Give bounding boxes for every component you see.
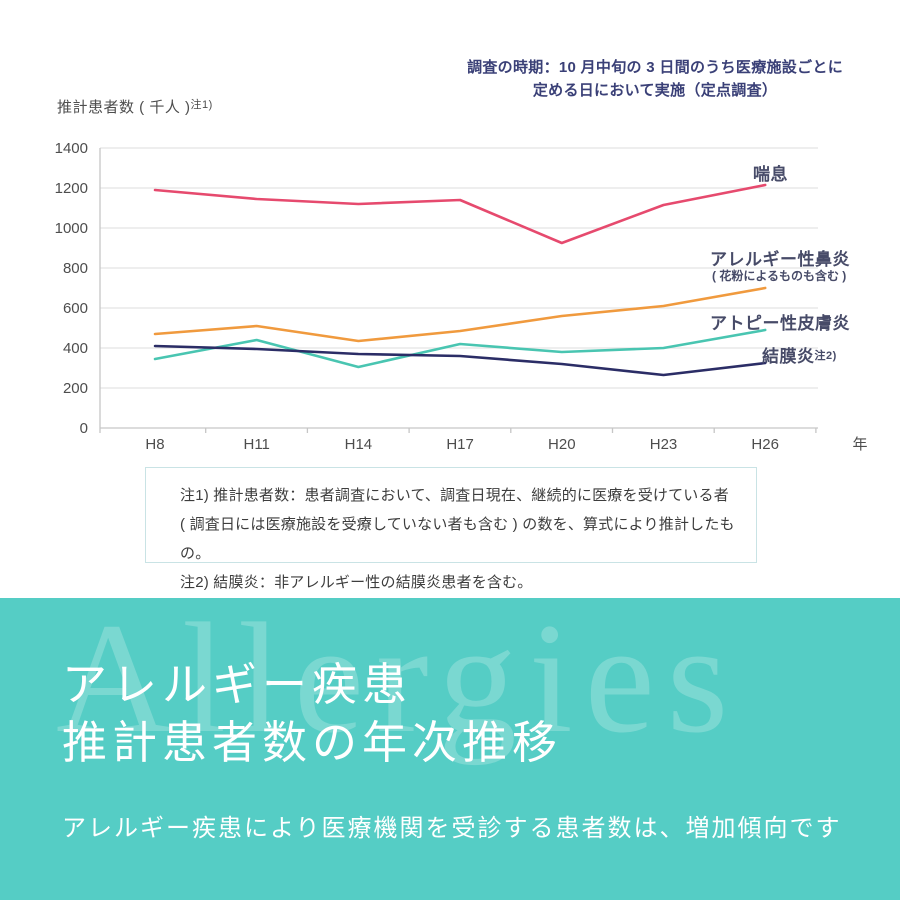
series-label-asthma: 喘息 — [753, 165, 788, 184]
notes-box: 注1) 推計患者数：患者調査において、調査日現在、継続的に医療を受けている者 (… — [145, 467, 757, 591]
footer-subtitle: アレルギー疾患により医療機関を受診する患者数は、増加傾向です — [62, 816, 842, 842]
footer-title: アレルギー疾患 推計患者数の年次推移 — [62, 656, 562, 772]
x-tick-label: H8 — [145, 436, 164, 453]
series-label-allergic-rhinitis: アレルギー性鼻炎 — [710, 250, 850, 269]
survey-period-note-line1: 調査の時期：10 月中旬の 3 日間のうち医療施設ごとに — [467, 59, 843, 76]
y-tick-label: 1000 — [55, 220, 88, 237]
series-line-asthma — [153, 183, 767, 245]
watermark-text: Allergies — [56, 598, 741, 766]
series-label-atopic-dermatitis: アトピー性皮膚炎 — [710, 314, 850, 333]
survey-period-note-line2: 定める日において実施（定点調査） — [532, 82, 778, 99]
note-line-1: 注1) 推計患者数：患者調査において、調査日現在、継続的に医療を受けている者 — [180, 487, 729, 504]
note-line-3: 注2) 結膜炎：非アレルギー性の結膜炎患者を含む。 — [180, 574, 533, 591]
conjunctivitis-note-sup: 注2) — [814, 350, 837, 362]
series-line-conjunctivitis — [153, 344, 767, 377]
x-tick-label: H23 — [650, 436, 678, 453]
y-tick-label: 1200 — [55, 180, 88, 197]
y-axis-title-text: 推計患者数 ( 千人 ) — [57, 99, 191, 116]
x-axis-unit-label: 年 — [852, 436, 867, 453]
y-tick-label: 600 — [63, 300, 88, 317]
y-tick-label: 200 — [63, 380, 88, 397]
y-axis-note-sup: 注1) — [190, 99, 213, 111]
note-line-2: ( 調査日には医療施設を受療していない者も含む ) の数を、算式により推計したも… — [180, 516, 735, 562]
y-tick-label: 0 — [80, 420, 88, 437]
y-tick-label: 1400 — [55, 140, 88, 157]
x-tick-label: H26 — [751, 436, 779, 453]
x-tick-label: H20 — [548, 436, 576, 453]
y-axis-title: 推計患者数 ( 千人 )注1) — [57, 96, 213, 117]
y-tick-label: 800 — [63, 260, 88, 277]
series-label-conjunctivitis-text: 結膜炎 — [762, 347, 815, 366]
line-chart: 0 200 400 600 800 1000 1200 1400 H8 H11 H14 H17 H20 H… — [55, 140, 868, 453]
series-label-allergic-rhinitis-note: ( 花粉によるものも含む ) — [712, 269, 847, 283]
x-tick-label: H14 — [345, 436, 373, 453]
footer-section: Allergies アレルギー疾患 推計患者数の年次推移 アレルギー疾患により医… — [0, 598, 900, 900]
footer-title-line1: アレルギー疾患 — [62, 660, 413, 710]
series-label-conjunctivitis: 結膜炎注2) — [762, 342, 837, 367]
x-tick-label: H11 — [243, 436, 269, 453]
footer-title-line2: 推計患者数の年次推移 — [62, 718, 563, 768]
series-line-atopic-dermatitis — [153, 328, 767, 369]
x-tick-label: H17 — [446, 436, 474, 453]
y-tick-label: 400 — [63, 340, 88, 357]
survey-period-note: 調査の時期：10 月中旬の 3 日間のうち医療施設ごとに 定める日において実施（… — [467, 56, 843, 102]
series-line-allergic-rhinitis — [153, 286, 767, 343]
